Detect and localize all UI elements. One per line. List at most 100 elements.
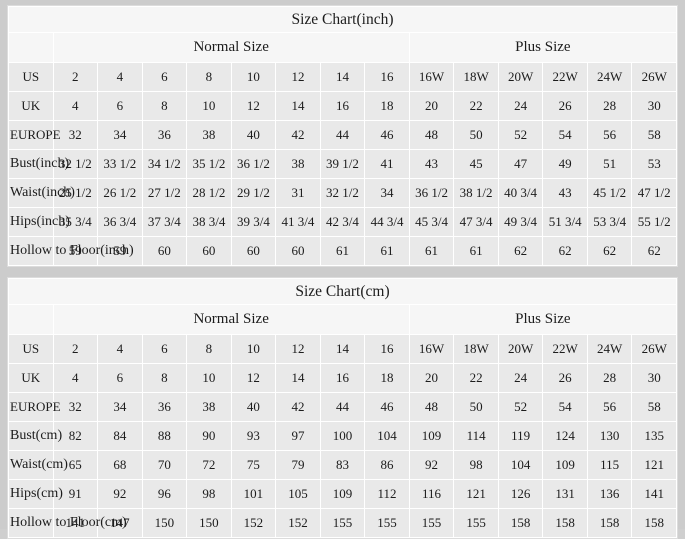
table-cell: 104 <box>364 421 410 451</box>
table-cell: 39 1/2 <box>319 149 366 179</box>
table-cell: 58 <box>631 120 677 150</box>
row-header-label: US <box>8 334 54 364</box>
table-cell: 60 <box>275 236 321 266</box>
table-cell: 88 <box>141 421 188 451</box>
table-cell: 47 3/4 <box>453 207 499 237</box>
table-row: UK 4 6 8 10 12 14 16 18 20 22 24 26 28 30 <box>8 91 677 121</box>
table-cell: 92 <box>408 450 455 480</box>
row-header-label: Hips(inch) <box>8 207 70 237</box>
table-row: Hips(cm) 91 92 96 98 101 105 109 112 116 121 126 131… <box>8 479 677 509</box>
table-cell: 82 <box>52 421 99 451</box>
table-cell: 158 <box>631 508 677 538</box>
table-cell: 150 <box>186 508 232 538</box>
table-row: US 2 4 6 8 10 12 14 16 16W 18W 20W 22W 24W 26W <box>8 62 677 92</box>
table-cell: 6 <box>141 62 188 92</box>
row-header-label: Hollow to Floor(inch) <box>8 236 134 266</box>
table-cell: 32 1/2 <box>52 149 99 179</box>
table-cell: 30 <box>631 91 677 121</box>
size-table-cm: Size Chart(cm) Normal Size Plus Size US 2 4 6 8… <box>8 278 678 538</box>
chart-title: Size Chart(cm) <box>8 278 677 305</box>
table-cell: 47 1/2 <box>631 178 677 208</box>
table-cell: 83 <box>319 450 366 480</box>
table-cell: 45 <box>453 149 499 179</box>
table-cell: 56 <box>586 120 633 150</box>
table-cell: 36 1/2 <box>408 178 455 208</box>
table-cell: 42 3/4 <box>319 207 366 237</box>
table-cell: 28 1/2 <box>186 178 232 208</box>
table-cell: 14 <box>319 334 366 364</box>
table-cell: 62 <box>542 236 588 266</box>
table-cell: 44 <box>319 392 366 422</box>
chart-title: Size Chart(inch) <box>8 6 677 33</box>
table-cell: 131 <box>542 479 588 509</box>
group-header-row: Normal Size Plus Size <box>8 304 678 335</box>
table-cell: 22W <box>542 62 588 92</box>
table-cell: 44 3/4 <box>364 207 410 237</box>
table-cell: 34 <box>364 178 410 208</box>
table-cell: 12 <box>275 334 321 364</box>
table-cell: 112 <box>364 479 410 509</box>
table-cell: 16 <box>319 91 366 121</box>
table-cell: 109 <box>542 450 588 480</box>
title-row: Size Chart(cm) <box>8 278 677 305</box>
table-cell: 62 <box>586 236 633 266</box>
table-cell: 35 3/4 <box>52 207 99 237</box>
table-cell: 86 <box>364 450 410 480</box>
table-cell: 24W <box>586 334 633 364</box>
table-cell: 39 3/4 <box>230 207 277 237</box>
table-cell: 141 <box>631 479 677 509</box>
table-cell: 119 <box>497 421 544 451</box>
table-cell: 4 <box>97 62 143 92</box>
table-cell: 124 <box>542 421 588 451</box>
table-cell: 62 <box>497 236 544 266</box>
table-cell: 24 <box>497 363 544 393</box>
table-cell: 16 <box>319 363 366 393</box>
table-cell: 52 <box>497 120 544 150</box>
table-cell: 35 1/2 <box>186 149 232 179</box>
table-cell: 18W <box>453 334 499 364</box>
table-cell: 14 <box>275 363 321 393</box>
table-cell: 8 <box>186 62 232 92</box>
table-cell: 24 <box>497 91 544 121</box>
table-cell: 29 1/2 <box>230 178 277 208</box>
table-cell: 92 <box>97 479 143 509</box>
table-cell: 45 1/2 <box>586 178 633 208</box>
table-cell: 91 <box>52 479 99 509</box>
size-chart-cm: Size Chart(cm) Normal Size Plus Size US 2 4 6 8… <box>7 277 678 539</box>
table-cell: 49 <box>542 149 588 179</box>
table-cell: 152 <box>230 508 277 538</box>
row-header-label: UK <box>8 91 54 121</box>
table-cell: 4 <box>52 91 99 121</box>
table-cell: 152 <box>275 508 321 538</box>
table-cell: 16W <box>408 334 455 364</box>
table-cell: 25 1/2 <box>52 178 99 208</box>
table-cell: 38 1/2 <box>453 178 499 208</box>
table-cell: 48 <box>408 120 455 150</box>
table-cell: 50 <box>453 120 499 150</box>
row-header-label: Bust(cm) <box>8 421 62 451</box>
table-cell: 130 <box>586 421 633 451</box>
table-body-cm: Size Chart(cm) Normal Size Plus Size US 2 4 6 8… <box>8 278 678 538</box>
table-cell: 54 <box>542 392 588 422</box>
table-cell: 18 <box>364 91 410 121</box>
table-cell: 51 3/4 <box>542 207 588 237</box>
table-cell: 126 <box>497 479 544 509</box>
table-cell: 36 <box>141 392 188 422</box>
table-row: Bust(inch) 32 1/2 33 1/2 34 1/2 35 1/2 36 1/2… <box>8 149 677 179</box>
table-cell: 61 <box>408 236 455 266</box>
table-row: Hollow to Floor(inch)5959606060606161616… <box>8 236 677 266</box>
table-cell: 28 <box>586 91 633 121</box>
table-cell: 60 <box>141 236 188 266</box>
table-row: Hollow to Floor(cm)141147150150152152155… <box>8 508 677 538</box>
table-cell: 18W <box>453 62 499 92</box>
corner-blank-cell <box>8 304 54 335</box>
table-cell: 38 <box>275 149 321 179</box>
table-cell: 49 3/4 <box>497 207 544 237</box>
table-cell: 55 1/2 <box>631 207 677 237</box>
table-cell: 109 <box>319 479 366 509</box>
table-cell: 115 <box>586 450 633 480</box>
table-cell: 84 <box>97 421 143 451</box>
table-cell: 158 <box>586 508 633 538</box>
table-cell: 2 <box>52 62 99 92</box>
